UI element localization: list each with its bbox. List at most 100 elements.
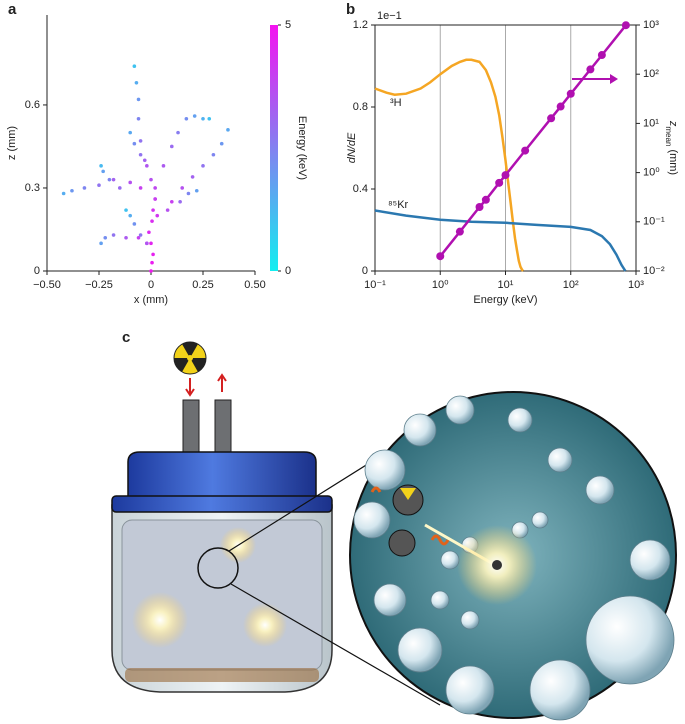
inlet-arrow — [185, 378, 195, 397]
track-point — [107, 177, 112, 182]
outlet-arrow — [217, 373, 227, 392]
y-axis-label: dN/dE — [346, 132, 358, 163]
series-label: ⁸⁵Kr — [388, 199, 409, 211]
x-axis-label: x (mm) — [134, 294, 168, 306]
bubble — [531, 511, 549, 529]
jar-bottom — [125, 668, 319, 682]
track-point — [153, 197, 157, 201]
series-marker — [566, 89, 575, 98]
series-marker — [501, 171, 510, 180]
bubble — [445, 665, 495, 715]
track-point — [132, 222, 137, 226]
track-point — [155, 213, 160, 218]
panel-label: c — [122, 329, 130, 346]
axis-arrow-head — [610, 74, 618, 84]
y2-tick-label: 10¹ — [643, 117, 659, 129]
zoom-circle — [197, 547, 239, 589]
track-point — [70, 188, 74, 193]
zoom-line — [230, 583, 441, 706]
series-marker — [455, 227, 464, 236]
bubble — [373, 583, 407, 617]
x-tick-label: 10⁰ — [432, 279, 449, 291]
track-point — [138, 152, 143, 157]
track-point — [149, 177, 153, 182]
bubble — [585, 475, 615, 505]
series-line — [374, 209, 627, 272]
bubble — [529, 659, 591, 721]
bubble — [403, 413, 437, 447]
track-point — [145, 164, 149, 168]
track-point — [192, 114, 197, 118]
y2-tick-label: 10² — [643, 68, 659, 80]
track-point — [151, 252, 155, 257]
x-tick-label: 10² — [563, 279, 579, 291]
track-point — [207, 116, 212, 121]
symbol-core — [187, 355, 193, 361]
track-point — [124, 208, 128, 212]
track-point — [138, 139, 143, 143]
atom-mark — [400, 488, 416, 500]
electron — [492, 560, 502, 570]
y-axis-label: z (mm) — [6, 126, 18, 160]
track-point — [226, 128, 230, 132]
track-point — [149, 241, 153, 246]
series-marker — [521, 146, 530, 155]
cap-rim — [111, 495, 333, 513]
track-point — [190, 175, 195, 179]
cap — [127, 451, 317, 499]
x-tick-label: 10³ — [628, 279, 644, 291]
x-tick-label: 0 — [148, 279, 154, 291]
bubble — [445, 395, 475, 425]
symbol-blade — [173, 358, 190, 372]
track-point — [186, 191, 191, 196]
colorbar-label: Energy (keV) — [296, 116, 308, 180]
bubble — [353, 501, 391, 539]
symbol-blade — [182, 341, 198, 358]
track-point — [97, 183, 101, 188]
series-marker — [586, 65, 595, 74]
photon — [430, 534, 450, 546]
track-point — [142, 158, 147, 163]
y2-tick-label: 10³ — [643, 19, 659, 31]
track-point — [151, 208, 155, 212]
track-point — [82, 186, 87, 190]
bubble — [460, 610, 480, 630]
y-tick-label: 1.2 — [353, 19, 368, 31]
series-marker — [475, 202, 484, 211]
track-point — [138, 233, 143, 237]
track-point — [145, 241, 149, 246]
axes — [46, 15, 255, 272]
magnified-view — [349, 391, 677, 721]
track-point — [128, 130, 132, 135]
x-axis-label: Energy (keV) — [473, 294, 537, 306]
bubble — [629, 539, 671, 581]
y2-axis-label-part: mean — [664, 126, 673, 146]
y2-axis-label-part: (mm) — [667, 146, 679, 175]
track-point — [124, 235, 128, 240]
track-point — [132, 141, 137, 146]
track-point — [153, 186, 157, 190]
tube — [182, 399, 200, 461]
series-line — [374, 58, 525, 272]
tube — [214, 399, 232, 461]
track-point — [128, 213, 132, 218]
bubble — [440, 550, 460, 570]
y2-axis-label-part: z — [667, 120, 679, 127]
track-point — [184, 116, 189, 121]
y-tick-label: 0.8 — [353, 101, 368, 113]
glow — [132, 592, 188, 648]
track-point — [165, 208, 170, 212]
track-point — [150, 260, 154, 265]
colorbar-tick-label: 0 — [285, 265, 291, 277]
track-point — [170, 200, 174, 204]
track-point — [136, 235, 141, 240]
panel-label: a — [8, 1, 17, 18]
photon — [370, 486, 382, 493]
y-tick-label: 0 — [34, 265, 40, 277]
x-tick-label: 10¹ — [498, 279, 514, 291]
track-point — [194, 188, 199, 193]
y-tick-label: 0.6 — [25, 99, 40, 111]
panel-label: b — [346, 1, 355, 18]
track-point — [150, 219, 154, 223]
